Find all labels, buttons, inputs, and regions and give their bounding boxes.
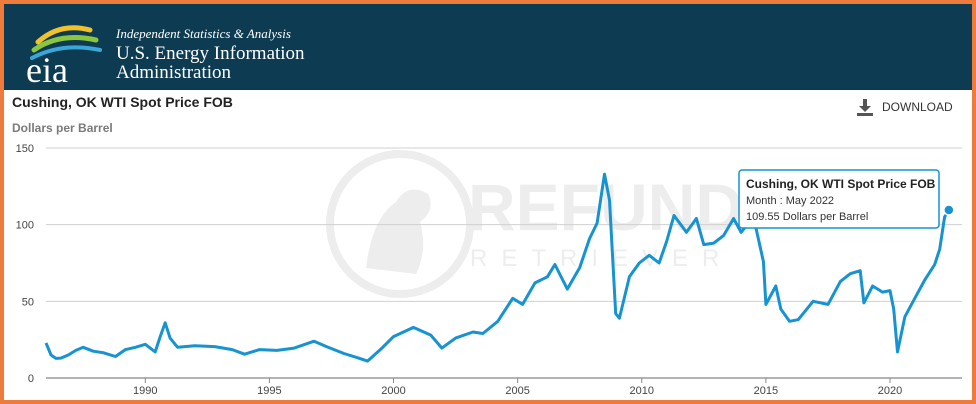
x-axis: 1990 1995 2000 2005 2010 2015 2020 — [133, 378, 902, 397]
highlight-point[interactable] — [943, 204, 955, 216]
tooltip-value: 109.55 Dollars per Barrel — [746, 211, 868, 223]
y-tick-label: 0 — [28, 373, 34, 385]
y-tick-label: 150 — [16, 143, 34, 155]
chart-units: Dollars per Barrel — [12, 121, 113, 135]
y-tick-label: 100 — [16, 220, 34, 232]
watermark-line2: RETRIEVER — [470, 245, 733, 272]
y-tick-label: 50 — [22, 296, 34, 308]
eia-logo[interactable]: eia — [20, 18, 110, 86]
agency-tagline: Independent Statistics & Analysis — [116, 26, 291, 41]
agency-name: U.S. Energy Information Administration — [116, 44, 376, 82]
download-icon — [857, 99, 873, 116]
x-tick-label: 1990 — [133, 385, 157, 397]
tooltip-month: Month : May 2022 — [746, 195, 834, 207]
download-button[interactable]: DOWNLOAD — [856, 98, 953, 116]
site-header: eia Independent Statistics & Analysis U.… — [4, 4, 972, 90]
x-tick-label: 2000 — [381, 385, 405, 397]
x-tick-label: 2020 — [878, 385, 902, 397]
tooltip-box — [738, 169, 940, 229]
tooltip-series: Cushing, OK WTI Spot Price FOB — [746, 177, 936, 191]
series-line-wti[interactable] — [44, 172, 951, 363]
x-tick-label: 2005 — [505, 385, 529, 397]
y-axis: 0 50 100 150 — [16, 143, 34, 385]
dog-silhouette-icon — [366, 189, 431, 274]
x-tick-label: 2015 — [754, 385, 778, 397]
agency-name-line2: Administration — [116, 62, 232, 83]
tooltip: Cushing, OK WTI Spot Price FOB Month : M… — [738, 169, 940, 229]
download-label: DOWNLOAD — [882, 100, 953, 114]
app-frame: eia Independent Statistics & Analysis U.… — [4, 4, 972, 400]
agency-name-line1: U.S. Energy Information — [116, 43, 305, 64]
x-tick-label: 1995 — [257, 385, 281, 397]
chart-title: Cushing, OK WTI Spot Price FOB — [12, 94, 233, 110]
logo-text: eia — [26, 50, 68, 86]
x-tick-label: 2010 — [630, 385, 654, 397]
